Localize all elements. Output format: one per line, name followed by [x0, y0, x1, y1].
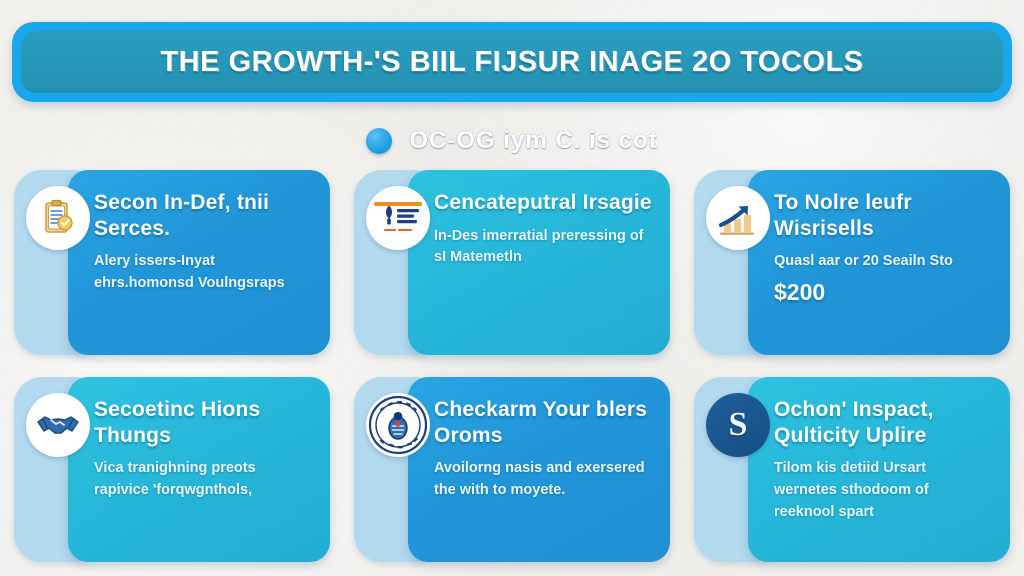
- subtitle-text: OC-OG iym C. is cot: [409, 127, 658, 154]
- handshake-icon: [26, 393, 90, 457]
- institution-logo-icon: [366, 186, 430, 250]
- card-2[interactable]: Cencateputral Irsagie In-Des imerratial …: [354, 170, 670, 355]
- card-grid: Secon In-Def, tnii Serces. Alery issers-…: [14, 170, 1010, 562]
- card-2-heading: Cencateputral Irsagie: [434, 191, 652, 214]
- card-1-body: Secon In-Def, tnii Serces. Alery issers-…: [68, 170, 330, 355]
- s-monogram-icon: S: [706, 393, 770, 457]
- card-4-description: Vica tranighning preots rapivice 'forqwg…: [94, 460, 256, 498]
- card-2-description: In-Des imerratial preressing of sI Matem…: [434, 227, 644, 266]
- card-4-heading: Secoetinc Hions Thungs: [94, 398, 261, 447]
- card-5[interactable]: Checkarm Your blers Oroms Avoilorng nasi…: [354, 377, 670, 562]
- card-1-description: Alery issers-Inyat ehrs.homonsd Voulngsr…: [94, 253, 285, 291]
- card-5-description: Avoilorng nasis and exersered the with t…: [434, 460, 645, 498]
- card-5-body: Checkarm Your blers Oroms Avoilorng nasi…: [408, 377, 670, 562]
- card-5-heading: Checkarm Your blers Oroms: [434, 398, 648, 447]
- page-title: THE GROWTH-'S BIIL FIJSUR INAGE 2O TOCOL…: [160, 45, 864, 78]
- subtitle-row: OC-OG iym C. is cot: [0, 120, 1024, 162]
- card-3-heading: To Nolre leufr Wisrisells: [774, 191, 912, 240]
- s-monogram-letter: S: [728, 406, 748, 443]
- card-6-description: Tilom kis detiid Ursart wernetes sthodoo…: [774, 460, 929, 520]
- bullet-dot-icon: [366, 128, 393, 154]
- card-6-heading: Ochon' Inspact, Qulticity Uplire: [774, 398, 934, 447]
- header-banner-inner: THE GROWTH-'S BIIL FIJSUR INAGE 2O TOCOL…: [21, 31, 1003, 93]
- card-2-body: Cencateputral Irsagie In-Des imerratial …: [408, 170, 670, 355]
- card-3-body: To Nolre leufr Wisrisells Quasl aar or 2…: [748, 170, 1010, 355]
- card-1-heading: Secon In-Def, tnii Serces.: [94, 191, 270, 240]
- clipboard-checklist-icon: [26, 186, 90, 250]
- official-seal-icon: [366, 393, 430, 457]
- card-6[interactable]: S Ochon' Inspact, Qulticity Uplire Tilom…: [694, 377, 1010, 562]
- growth-arrow-icon: [706, 186, 770, 250]
- card-4-body: Secoetinc Hions Thungs Vica tranighning …: [68, 377, 330, 562]
- card-1[interactable]: Secon In-Def, tnii Serces. Alery issers-…: [14, 170, 330, 355]
- card-3-amount: $200: [774, 278, 826, 305]
- card-6-body: Ochon' Inspact, Qulticity Uplire Tilom k…: [748, 377, 1010, 562]
- card-3[interactable]: To Nolre leufr Wisrisells Quasl aar or 2…: [694, 170, 1010, 355]
- card-3-description: Quasl aar or 20 Seailn Sto: [774, 253, 953, 270]
- header-banner: THE GROWTH-'S BIIL FIJSUR INAGE 2O TOCOL…: [12, 22, 1012, 102]
- card-4[interactable]: Secoetinc Hions Thungs Vica tranighning …: [14, 377, 330, 562]
